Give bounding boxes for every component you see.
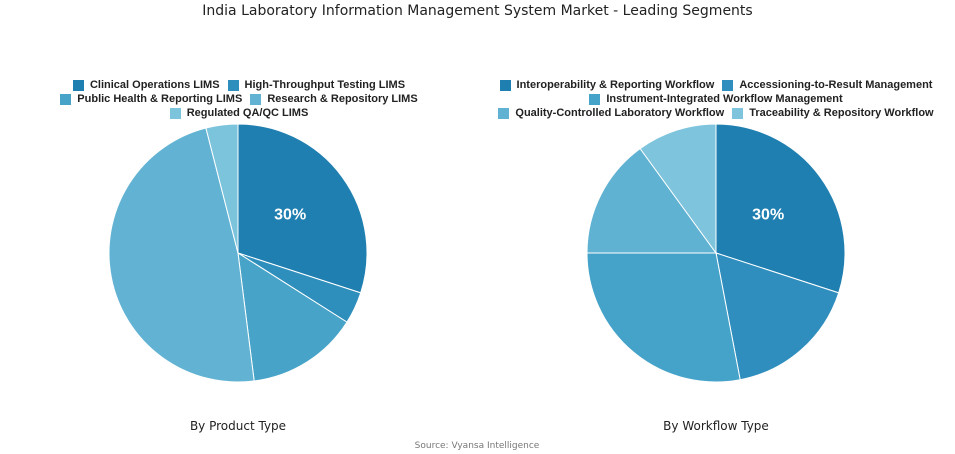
legend-item: Quality-Controlled Laboratory Workflow — [498, 107, 724, 120]
legend-item: Research & Repository LIMS — [250, 93, 418, 106]
legend-label: Instrument-Integrated Workflow Managemen… — [606, 93, 843, 105]
pie-slice — [237, 252, 348, 382]
legend-item: Interoperability & Reporting Workflow — [499, 79, 715, 92]
legend-item: Public Health & Reporting LIMS — [60, 93, 242, 106]
pie-slice — [237, 123, 368, 294]
legend-item: Regulated QA/QC LIMS — [169, 107, 309, 120]
pie-slice — [715, 252, 840, 381]
legend-label: Regulated QA/QC LIMS — [186, 107, 309, 119]
legend: Interoperability & Reporting Workflow Acc… — [488, 79, 944, 120]
legend-swatch — [589, 94, 601, 105]
legend-swatch — [72, 80, 84, 91]
legend-label: Research & Repository LIMS — [267, 93, 418, 105]
legend-swatch — [732, 108, 744, 119]
chart-title: India Laboratory Information Management … — [202, 3, 753, 19]
pie-slice — [586, 147, 717, 254]
legend-item: Instrument-Integrated Workflow Managemen… — [589, 93, 843, 106]
legend-swatch — [499, 80, 511, 91]
legend-label: Interoperability & Reporting Workflow — [516, 79, 715, 91]
legend-label: Clinical Operations LIMS — [89, 79, 220, 91]
pie-slice — [108, 127, 255, 383]
pie-slice — [205, 123, 239, 254]
legend-label: Public Health & Reporting LIMS — [77, 93, 243, 105]
legend-swatch — [498, 108, 510, 119]
legend-swatch — [250, 94, 262, 105]
legend-item: High-Throughput Testing LIMS — [227, 79, 406, 92]
legend: Clinical Operations LIMS High-Throughput … — [53, 79, 425, 120]
legend-item: Clinical Operations LIMS — [72, 79, 220, 92]
legend-label: Traceability & Repository Workflow — [749, 107, 934, 119]
subplot-title: By Workflow Type — [663, 419, 769, 433]
pie-slice — [586, 252, 741, 383]
legend-swatch — [722, 80, 734, 91]
legend-item: Accessioning-to-Result Management — [722, 79, 932, 92]
pie-slice — [639, 123, 717, 255]
legend-swatch — [227, 80, 239, 91]
legend-label: Accessioning-to-Result Management — [739, 79, 933, 91]
legend-item: Traceability & Repository Workflow — [732, 107, 934, 120]
legend-label: Quality-Controlled Laboratory Workflow — [515, 107, 725, 119]
subplot-title: By Product Type — [190, 419, 286, 433]
pie-slice — [715, 123, 846, 294]
legend-swatch — [60, 94, 72, 105]
data-label: 30% — [274, 206, 306, 223]
legend-swatch — [169, 108, 181, 119]
data-label: 30% — [752, 206, 784, 223]
source: Source: Vyansa Intelligence — [415, 441, 540, 451]
legend-label: High-Throughput Testing LIMS — [244, 79, 406, 91]
